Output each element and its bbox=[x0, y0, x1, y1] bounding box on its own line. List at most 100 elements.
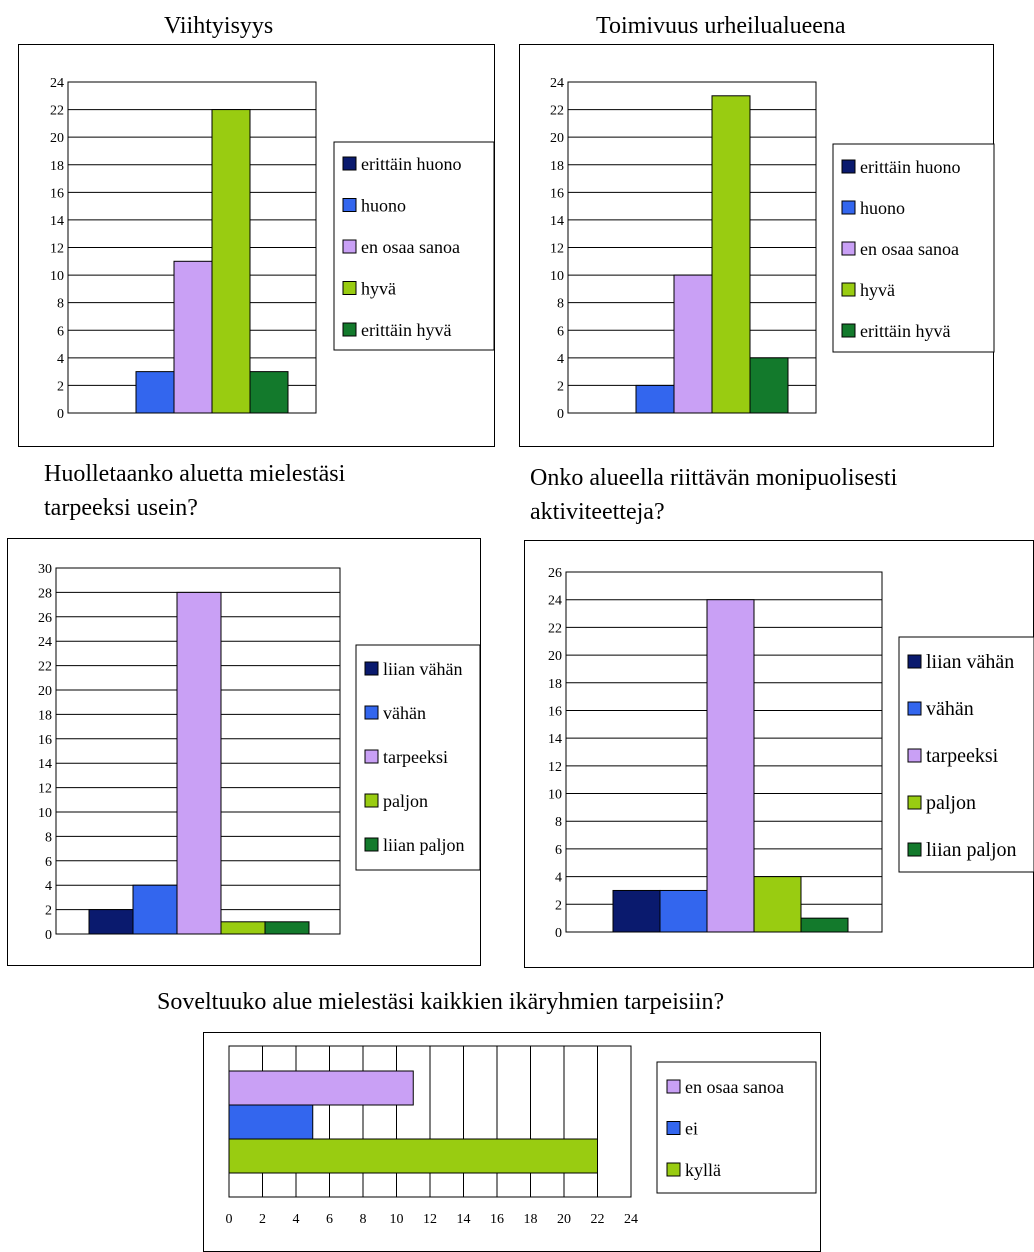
chart-1-legend-label-4: hyvä bbox=[361, 279, 396, 299]
chart-3-y-tick-label: 10 bbox=[38, 806, 52, 821]
chart-2-y-tick-label: 6 bbox=[557, 324, 564, 339]
chart-4-bar-5 bbox=[800, 917, 849, 933]
chart-3-bar-2 bbox=[132, 884, 178, 935]
chart-4-legend-label-5: liian paljon bbox=[926, 839, 1017, 861]
chart-4-y-tick-label: 16 bbox=[548, 704, 562, 719]
chart-3-legend-label-4: paljon bbox=[383, 791, 428, 811]
chart-5-bar-2 bbox=[228, 1104, 314, 1140]
chart-5-legend-swatch-1 bbox=[666, 1079, 681, 1094]
chart-1-legend-label-2: huono bbox=[361, 196, 406, 216]
chart-5-bar-1 bbox=[228, 1070, 414, 1106]
chart-3-legend-label-5: liian paljon bbox=[383, 835, 464, 855]
chart-3-bar-3 bbox=[176, 591, 222, 935]
chart-3-legend-swatch-5 bbox=[364, 837, 379, 852]
chart-1-bar-5 bbox=[249, 371, 289, 414]
chart-5-bar-3 bbox=[228, 1138, 598, 1174]
chart-5-legend-label-1: en osaa sanoa bbox=[685, 1077, 784, 1097]
chart-4-bar-3 bbox=[706, 599, 755, 933]
chart-2-legend-swatch-2 bbox=[841, 200, 856, 215]
chart-4-y-tick-label: 24 bbox=[548, 594, 562, 609]
chart-2-legend-label-1: erittäin huono bbox=[860, 157, 960, 177]
chart-2-y-tick-label: 12 bbox=[550, 242, 564, 257]
chart-3-y-tick-label: 14 bbox=[38, 757, 52, 772]
chart-1-y-tick-label: 24 bbox=[50, 76, 64, 91]
chart-3-y-tick-label: 6 bbox=[45, 855, 52, 870]
chart-1-legend-label-5: erittäin hyvä bbox=[361, 320, 451, 340]
chart-1-legend-swatch-1 bbox=[342, 156, 357, 171]
chart-2-y-tick-label: 20 bbox=[550, 131, 564, 146]
chart-3-legend-label-2: vähän bbox=[383, 703, 426, 723]
chart-4-y-tick-label: 22 bbox=[548, 621, 562, 636]
chart-5-x-tick-label: 0 bbox=[226, 1212, 233, 1227]
chart-5-x-tick-label: 20 bbox=[557, 1212, 571, 1227]
chart-5-legend-swatch-3 bbox=[666, 1162, 681, 1177]
chart-5-x-tick-label: 6 bbox=[326, 1212, 333, 1227]
chart-4-legend-swatch-2 bbox=[907, 701, 922, 716]
chart-1-bar-3 bbox=[173, 260, 213, 414]
chart-4-bar-4 bbox=[753, 876, 802, 933]
chart-3-y-tick-label: 4 bbox=[45, 879, 52, 894]
chart-2-legend-swatch-3 bbox=[841, 241, 856, 256]
chart-1-y-tick-label: 12 bbox=[50, 242, 64, 257]
chart-1-legend-swatch-4 bbox=[342, 281, 357, 295]
chart-3-y-tick-label: 8 bbox=[45, 830, 52, 845]
chart-2-y-tick-label: 0 bbox=[557, 407, 564, 422]
chart-3-y-tick-label: 28 bbox=[38, 586, 52, 601]
chart-2-bar-2 bbox=[635, 384, 675, 414]
chart-2-title: Toimivuus urheilualueena bbox=[596, 13, 846, 39]
chart-3-y-tick-label: 26 bbox=[38, 611, 52, 626]
chart-2-legend-swatch-4 bbox=[841, 282, 856, 297]
chart-1-legend-label-3: en osaa sanoa bbox=[361, 237, 460, 257]
chart-5-x-tick-label: 16 bbox=[490, 1212, 504, 1227]
chart-4-legend-label-3: tarpeeksi bbox=[926, 745, 999, 767]
chart-1-legend-swatch-3 bbox=[342, 239, 357, 254]
chart-2-bar-3 bbox=[673, 274, 713, 414]
chart-2-bar-4 bbox=[711, 95, 751, 414]
chart-4-legend-swatch-4 bbox=[907, 795, 922, 810]
chart-5-legend-swatch-2 bbox=[666, 1121, 681, 1135]
chart-5-x-tick-label: 18 bbox=[524, 1212, 538, 1227]
chart-1-y-tick-label: 22 bbox=[50, 104, 64, 119]
chart-2-legend-label-4: hyvä bbox=[860, 280, 895, 300]
chart-5-x-tick-label: 12 bbox=[423, 1212, 437, 1227]
chart-5-title: Soveltuuko alue mielestäsi kaikkien ikär… bbox=[157, 989, 725, 1015]
chart-3-y-tick-label: 20 bbox=[38, 684, 52, 699]
chart-4-y-tick-label: 26 bbox=[548, 566, 562, 581]
chart-3-y-tick-label: 30 bbox=[38, 562, 52, 577]
chart-1-y-tick-label: 18 bbox=[50, 159, 64, 174]
chart-4-legend-swatch-3 bbox=[907, 748, 922, 763]
chart-1-y-tick-label: 0 bbox=[57, 407, 64, 422]
chart-5-x-tick-label: 24 bbox=[624, 1212, 638, 1227]
chart-3-y-tick-label: 16 bbox=[38, 733, 52, 748]
chart-3-title-line-2: tarpeeksi usein? bbox=[44, 495, 198, 521]
chart-2-legend-swatch-5 bbox=[841, 323, 856, 338]
chart-4-y-tick-label: 2 bbox=[555, 898, 562, 913]
chart-3-title-line-1: Huolletaanko aluetta mielestäsi bbox=[44, 461, 346, 487]
chart-5-x-tick-label: 10 bbox=[390, 1212, 404, 1227]
chart-5-x-tick-label: 8 bbox=[360, 1212, 367, 1227]
chart-4-y-tick-label: 14 bbox=[548, 732, 562, 747]
chart-3-bar-1 bbox=[88, 909, 134, 935]
chart-5-legend bbox=[656, 1061, 817, 1194]
chart-2-y-tick-label: 22 bbox=[550, 104, 564, 119]
chart-5-legend-label-3: kyllä bbox=[685, 1160, 721, 1180]
chart-2-legend-swatch-1 bbox=[841, 159, 856, 174]
chart-3-y-tick-label: 12 bbox=[38, 782, 52, 797]
chart-4-bar-2 bbox=[659, 889, 708, 933]
chart-4-legend-label-1: liian vähän bbox=[926, 651, 1014, 673]
chart-3-legend-swatch-2 bbox=[364, 705, 379, 720]
chart-2-y-tick-label: 2 bbox=[557, 379, 564, 394]
chart-2-bar-5 bbox=[749, 357, 789, 414]
chart-4-y-tick-label: 8 bbox=[555, 815, 562, 830]
chart-2-y-tick-label: 10 bbox=[550, 269, 564, 284]
chart-5-x-tick-label: 22 bbox=[591, 1212, 605, 1227]
chart-1-bar-2 bbox=[135, 371, 175, 414]
chart-2-y-tick-label: 18 bbox=[550, 159, 564, 174]
chart-4-y-tick-label: 12 bbox=[548, 760, 562, 775]
chart-4-title-line-1: Onko alueella riittävän monipuolisesti bbox=[530, 465, 898, 491]
chart-2-legend-label-2: huono bbox=[860, 198, 905, 218]
